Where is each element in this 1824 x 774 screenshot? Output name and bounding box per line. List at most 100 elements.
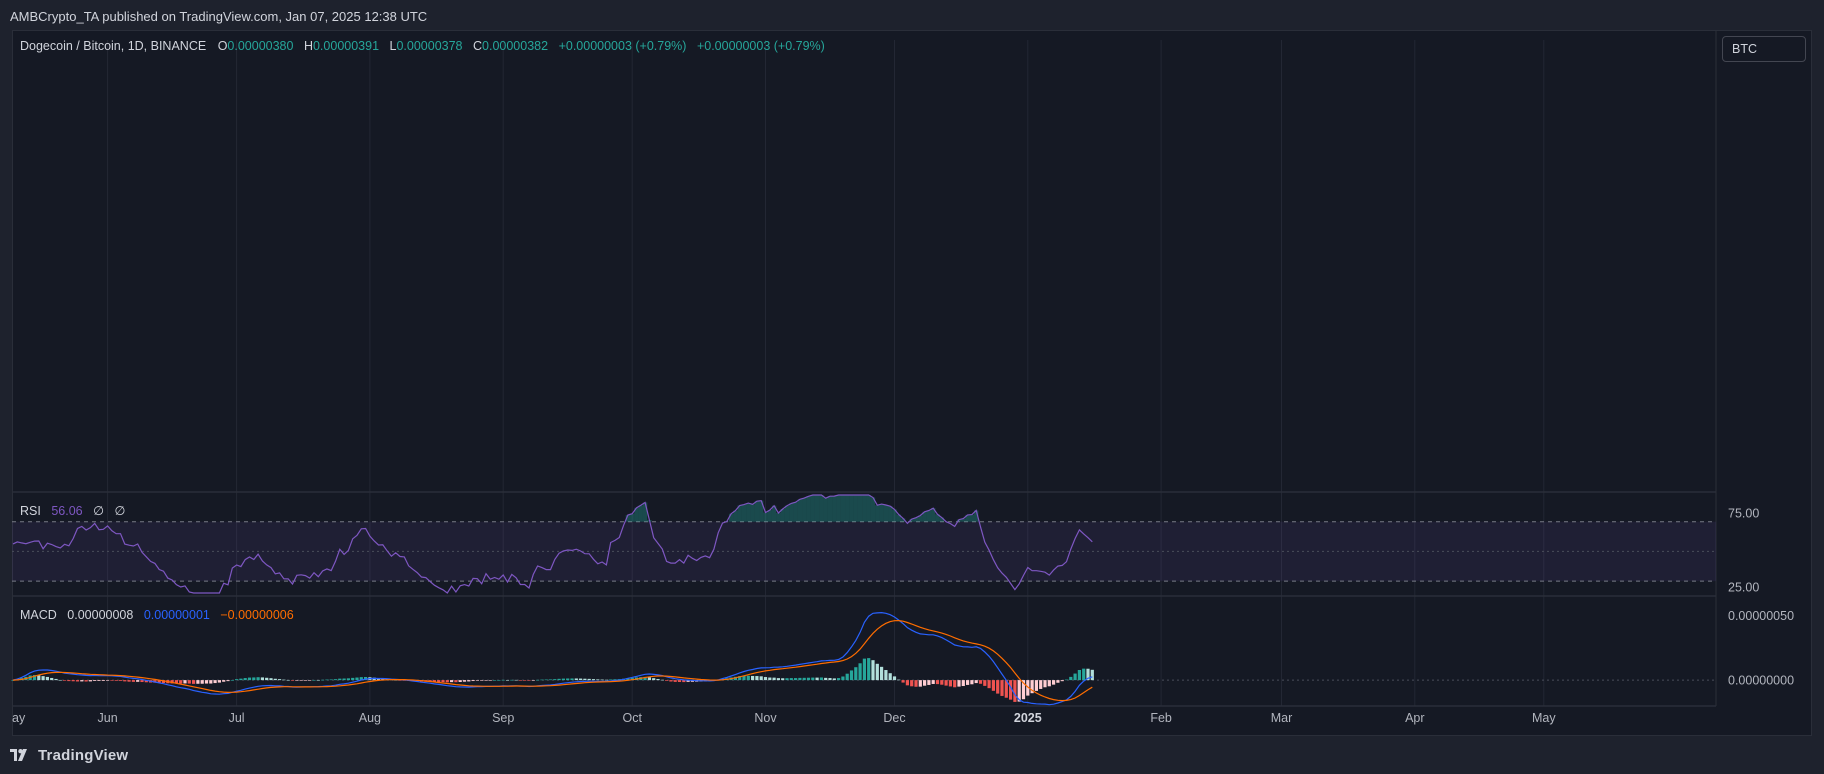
macd-hist-bar — [351, 677, 355, 681]
macd-hist-bar — [914, 680, 918, 687]
publisher-line: AMBCrypto_TA published on TradingView.co… — [10, 9, 428, 24]
macd-hist-bar — [927, 680, 931, 685]
macd-hist-bar — [566, 678, 570, 681]
macd-signal-value: 0.00000001 — [143, 608, 210, 622]
rsi-value: 56.06 — [51, 504, 83, 518]
macd-hist-bar — [290, 680, 295, 681]
macd-hist-bar — [41, 676, 45, 681]
macd-hist-bar — [497, 680, 501, 681]
macd-hist-bar — [996, 680, 1000, 694]
macd-hist-bar — [1026, 680, 1030, 696]
rsi-layer — [12, 494, 1093, 594]
time-tick-label: Dec — [883, 711, 905, 725]
macd-hist-bar — [493, 680, 497, 681]
macd-hist-bar — [247, 677, 252, 681]
macd-hist-bar — [574, 678, 578, 681]
macd-hist-bar — [346, 678, 350, 681]
low-value: 0.00000378 — [396, 39, 463, 53]
macd-hist-bar — [794, 678, 798, 681]
macd-hist-bar — [338, 678, 342, 681]
macd-hist-bar — [536, 679, 540, 681]
macd-hist-bar — [824, 677, 828, 681]
macd-hist-bar — [1004, 680, 1008, 698]
macd-hist-bar — [45, 676, 49, 681]
high-value: 0.00000391 — [312, 39, 380, 53]
macd-hist-bar — [235, 679, 239, 681]
macd-hist-bar — [910, 680, 914, 687]
macd-hist-bar — [1082, 668, 1086, 681]
macd-tick-label: 0.00000050 — [1728, 609, 1794, 623]
rsi-line — [12, 494, 1093, 594]
macd-hist-bar — [609, 679, 613, 681]
macd-hist-bar — [450, 680, 454, 683]
macd-hist-bar — [897, 679, 901, 681]
pair-name: Dogecoin / Bitcoin, 1D, BINANCE — [20, 39, 207, 53]
macd-hist-bar — [123, 680, 127, 682]
macd-hist-bar — [781, 678, 785, 681]
macd-hist-bar — [260, 677, 264, 681]
macd-hist-bar — [974, 680, 978, 684]
macd-hist-bar — [901, 680, 905, 683]
macd-hist-bar — [63, 680, 67, 681]
macd-hist-bar — [557, 678, 561, 681]
macd-hist-bar — [682, 680, 686, 683]
macd-hist-bar — [252, 677, 256, 681]
price-legend: Dogecoin / Bitcoin, 1D, BINANCE O0.00000… — [20, 39, 828, 53]
macd-hist-bar — [127, 680, 131, 682]
macd-hist-bar — [940, 680, 944, 685]
macd-hist-bar — [759, 676, 763, 681]
macd-hist-bar — [630, 677, 634, 681]
macd-hist-bar — [67, 680, 71, 682]
macd-label: MACD — [20, 608, 57, 622]
macd-hist-bar — [518, 680, 522, 681]
footer-brand: TradingView — [38, 746, 129, 764]
macd-hist-bar — [467, 680, 471, 682]
macd-hist-bar — [192, 680, 196, 684]
macd-hist-bar — [591, 679, 596, 681]
currency-button[interactable]: BTC — [1722, 36, 1806, 62]
macd-hist-bar — [987, 680, 991, 689]
rsi-legend: RSI 56.06 ∅ ∅ — [20, 503, 128, 518]
rsi-extra-1: ∅ — [93, 504, 104, 518]
macd-hist-bar — [802, 677, 806, 681]
rsi-band-layer — [12, 494, 1716, 582]
time-tick-label: Apr — [1405, 711, 1424, 725]
macd-hist-bar — [471, 680, 475, 682]
macd-hist-bar — [243, 678, 247, 681]
macd-hist-bar — [32, 675, 37, 681]
macd-hist-bar — [200, 680, 204, 684]
macd-hist-bar — [871, 660, 875, 681]
footer: TradingView — [10, 743, 128, 767]
macd-hist-bar — [278, 679, 282, 681]
time-tick-label: Feb — [1150, 711, 1172, 725]
macd-hist-bar — [931, 680, 935, 684]
macd-hist-bar — [462, 680, 467, 682]
macd-hist-bar — [600, 679, 604, 681]
macd-hist-bar — [858, 663, 862, 681]
macd-hist-bar — [733, 676, 737, 681]
macd-hist-bar — [286, 679, 290, 681]
macd-hist-bar — [587, 678, 591, 681]
macd-hist-bar — [660, 679, 664, 681]
macd-hist-bar — [613, 679, 617, 681]
macd-hist-bar — [832, 678, 836, 681]
macd-hist-bar — [209, 680, 213, 684]
macd-hist-bar — [677, 680, 682, 682]
macd-hist-bar — [647, 677, 651, 681]
chart-canvas[interactable]: 0.000003820.000004500.000004000.00000350… — [0, 0, 1824, 740]
macd-hist-bar — [669, 680, 673, 682]
macd-hist-bar — [239, 678, 243, 681]
macd-hist-bar — [269, 678, 273, 681]
macd-hist-bar — [948, 680, 952, 687]
macd-hist-bar — [806, 677, 811, 681]
macd-hist-bar — [71, 680, 75, 682]
macd-hist-bar — [970, 680, 974, 685]
macd-hist-bar — [136, 680, 140, 682]
macd-hist-bar — [983, 680, 987, 686]
macd-hist-bar — [316, 679, 320, 681]
macd-hist-bar — [819, 677, 823, 681]
macd-hist-bar — [445, 680, 449, 683]
macd-hist-bar — [299, 680, 303, 681]
macd-hist-bar — [110, 680, 114, 681]
grid-lines — [12, 30, 1717, 707]
